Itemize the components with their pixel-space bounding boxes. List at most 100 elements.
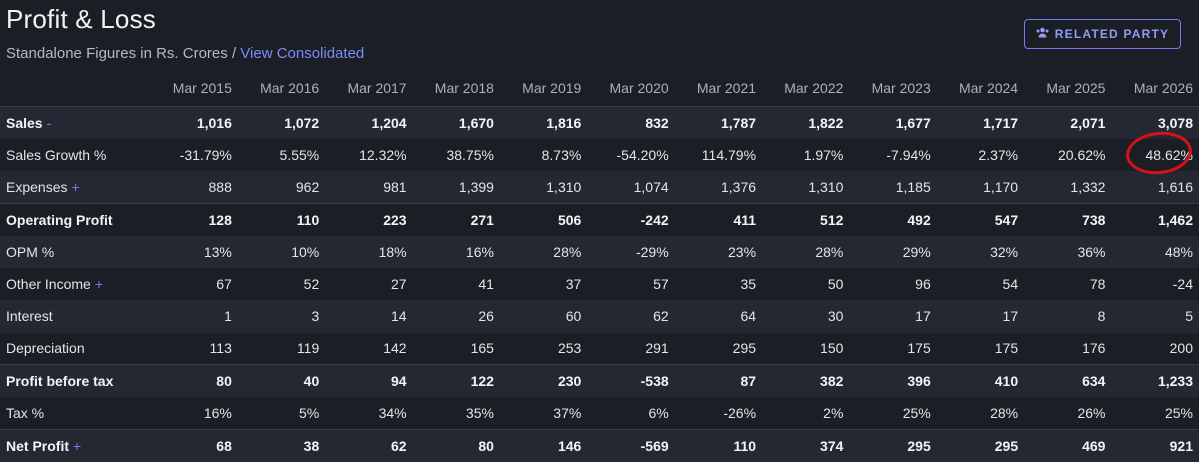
table-cell: 68 bbox=[150, 428, 238, 462]
row-label-text: Sales bbox=[6, 114, 43, 131]
table-cell: 110 bbox=[237, 202, 326, 236]
table-cell: 28% bbox=[990, 405, 1019, 422]
table-cell: 1,822 bbox=[808, 114, 844, 131]
table-cell: 23% bbox=[728, 243, 757, 260]
table-cell: -31.79% bbox=[179, 146, 232, 163]
row-label-text: Net Profit bbox=[6, 437, 69, 454]
header-blank bbox=[0, 69, 151, 107]
table-cell: 80 bbox=[412, 428, 500, 462]
column-header: Mar 2020 bbox=[587, 69, 675, 107]
table-cell: 80 bbox=[150, 364, 238, 398]
table-header-row: Mar 2015 Mar 2016 Mar 2017 Mar 2018 Mar 2019… bbox=[0, 69, 1199, 107]
table-cell: 295 bbox=[936, 428, 1025, 462]
table-cell: 410 bbox=[936, 364, 1025, 398]
table-cell: 411 bbox=[674, 202, 763, 236]
table-cell: 1,170 bbox=[983, 178, 1019, 195]
table-cell: 981 bbox=[383, 178, 407, 195]
row-label[interactable]: Other Income + bbox=[0, 268, 151, 300]
expand-toggle[interactable]: + bbox=[71, 178, 80, 195]
table-cell: 634 bbox=[1024, 364, 1112, 398]
table-cell: 18% bbox=[378, 243, 407, 260]
related-party-button[interactable]: RELATED PARTY bbox=[1024, 19, 1181, 49]
table-cell: -538 bbox=[587, 364, 675, 398]
table-cell: 20.62% bbox=[1057, 146, 1106, 163]
table-row: Sales Growth % -31.79% 5.55% 12.32% 38.75% 8.… bbox=[0, 139, 1199, 171]
table-cell: 1.97% bbox=[803, 146, 844, 163]
table-cell: 295 bbox=[732, 340, 757, 357]
table-row: Net Profit +68 38 62 80 146 -569 110 374 295 295 46… bbox=[0, 428, 1199, 462]
table-row: Expenses +888 962 981 1,399 1,310 1,074 1,376 1,… bbox=[0, 171, 1199, 204]
table-cell: 291 bbox=[645, 340, 669, 357]
column-header: Mar 2023 bbox=[849, 69, 937, 107]
table-cell: 62 bbox=[653, 308, 669, 325]
table-cell: 17 bbox=[915, 308, 931, 325]
table-cell: 492 bbox=[849, 202, 937, 236]
row-label: Interest bbox=[0, 300, 151, 332]
table-cell: 1,376 bbox=[720, 178, 757, 195]
table-cell: 52 bbox=[303, 276, 320, 293]
table-cell: 26% bbox=[1077, 405, 1106, 422]
table-cell: 176 bbox=[1082, 340, 1106, 357]
row-label-text: Other Income bbox=[6, 276, 91, 293]
table-cell: 87 bbox=[674, 364, 763, 398]
table-cell: 35% bbox=[465, 405, 494, 422]
table-cell: 271 bbox=[412, 202, 500, 236]
row-label[interactable]: Net Profit + bbox=[0, 428, 151, 462]
column-header: Mar 2026 bbox=[1111, 69, 1199, 107]
table-cell: 738 bbox=[1024, 202, 1112, 236]
related-party-label: RELATED PARTY bbox=[1054, 27, 1170, 41]
table-cell: 27 bbox=[391, 276, 407, 293]
table-cell: 547 bbox=[936, 202, 1025, 236]
table-row: Operating Profit 128 110 223 271 506 -242 411 51… bbox=[0, 202, 1199, 236]
table-cell: 3 bbox=[311, 308, 320, 325]
table-cell: 113 bbox=[209, 340, 232, 357]
table-cell: 8.73% bbox=[541, 146, 582, 163]
table-cell: 28% bbox=[815, 243, 844, 260]
row-label[interactable]: Sales - bbox=[0, 107, 151, 139]
table-cell: 35 bbox=[740, 276, 757, 293]
table-cell: 128 bbox=[150, 202, 238, 236]
table-cell: -26% bbox=[723, 405, 757, 422]
table-cell: 1,462 bbox=[1111, 202, 1199, 236]
collapse-toggle[interactable]: - bbox=[46, 114, 52, 131]
table-cell: 1,074 bbox=[633, 178, 669, 195]
table-row: OPM % 13% 10% 18% 16% 28% -29% 23% 28% 29% 32% 36% 4… bbox=[0, 235, 1199, 268]
column-header: Mar 2018 bbox=[412, 69, 500, 107]
table-cell: 512 bbox=[762, 202, 850, 236]
table-cell: 25% bbox=[902, 405, 931, 422]
table-cell: 295 bbox=[849, 428, 937, 462]
row-label-text: OPM % bbox=[6, 243, 55, 260]
table-cell: 1,185 bbox=[895, 178, 931, 195]
table-cell: 29% bbox=[902, 243, 931, 260]
column-header: Mar 2024 bbox=[936, 69, 1025, 107]
table-cell: 94 bbox=[325, 364, 413, 398]
table-cell: 5% bbox=[299, 405, 320, 422]
page-subtitle: Standalone Figures in Rs. Crores / View … bbox=[6, 45, 364, 62]
table-cell: 1,399 bbox=[458, 178, 494, 195]
table-cell: 36% bbox=[1077, 243, 1106, 260]
table-cell: 962 bbox=[295, 178, 320, 195]
table-cell: 1,072 bbox=[284, 114, 320, 131]
column-header: Mar 2017 bbox=[325, 69, 413, 107]
table-cell: 175 bbox=[907, 340, 931, 357]
expand-toggle[interactable]: + bbox=[73, 437, 82, 454]
table-cell: 67 bbox=[216, 276, 232, 293]
profit-loss-table: Mar 2015 Mar 2016 Mar 2017 Mar 2018 Mar 2019… bbox=[0, 69, 1199, 462]
table-cell: 382 bbox=[762, 364, 850, 398]
table-cell: 1 bbox=[224, 308, 232, 325]
table-cell: 469 bbox=[1024, 428, 1112, 462]
table-row: Sales - 1,016 1,072 1,204 1,670 1,816 832 1,787 1… bbox=[0, 106, 1199, 139]
row-label-text: Operating Profit bbox=[6, 211, 113, 228]
table-cell: 374 bbox=[762, 428, 850, 462]
table-row: Profit before tax 80 40 94 122 230 -538 87 382 39… bbox=[0, 364, 1199, 398]
column-header: Mar 2019 bbox=[499, 69, 588, 107]
column-header: Mar 2016 bbox=[237, 69, 326, 107]
view-consolidated-link[interactable]: View Consolidated bbox=[240, 45, 365, 62]
row-label-text: Depreciation bbox=[6, 340, 85, 357]
expand-toggle[interactable]: + bbox=[94, 276, 104, 293]
row-label[interactable]: Expenses + bbox=[0, 171, 151, 203]
table-cell: 1,233 bbox=[1111, 364, 1199, 398]
row-label-text: Profit before tax bbox=[6, 373, 114, 390]
table-cell: 832 bbox=[645, 114, 669, 131]
table-cell: 2% bbox=[823, 405, 844, 422]
